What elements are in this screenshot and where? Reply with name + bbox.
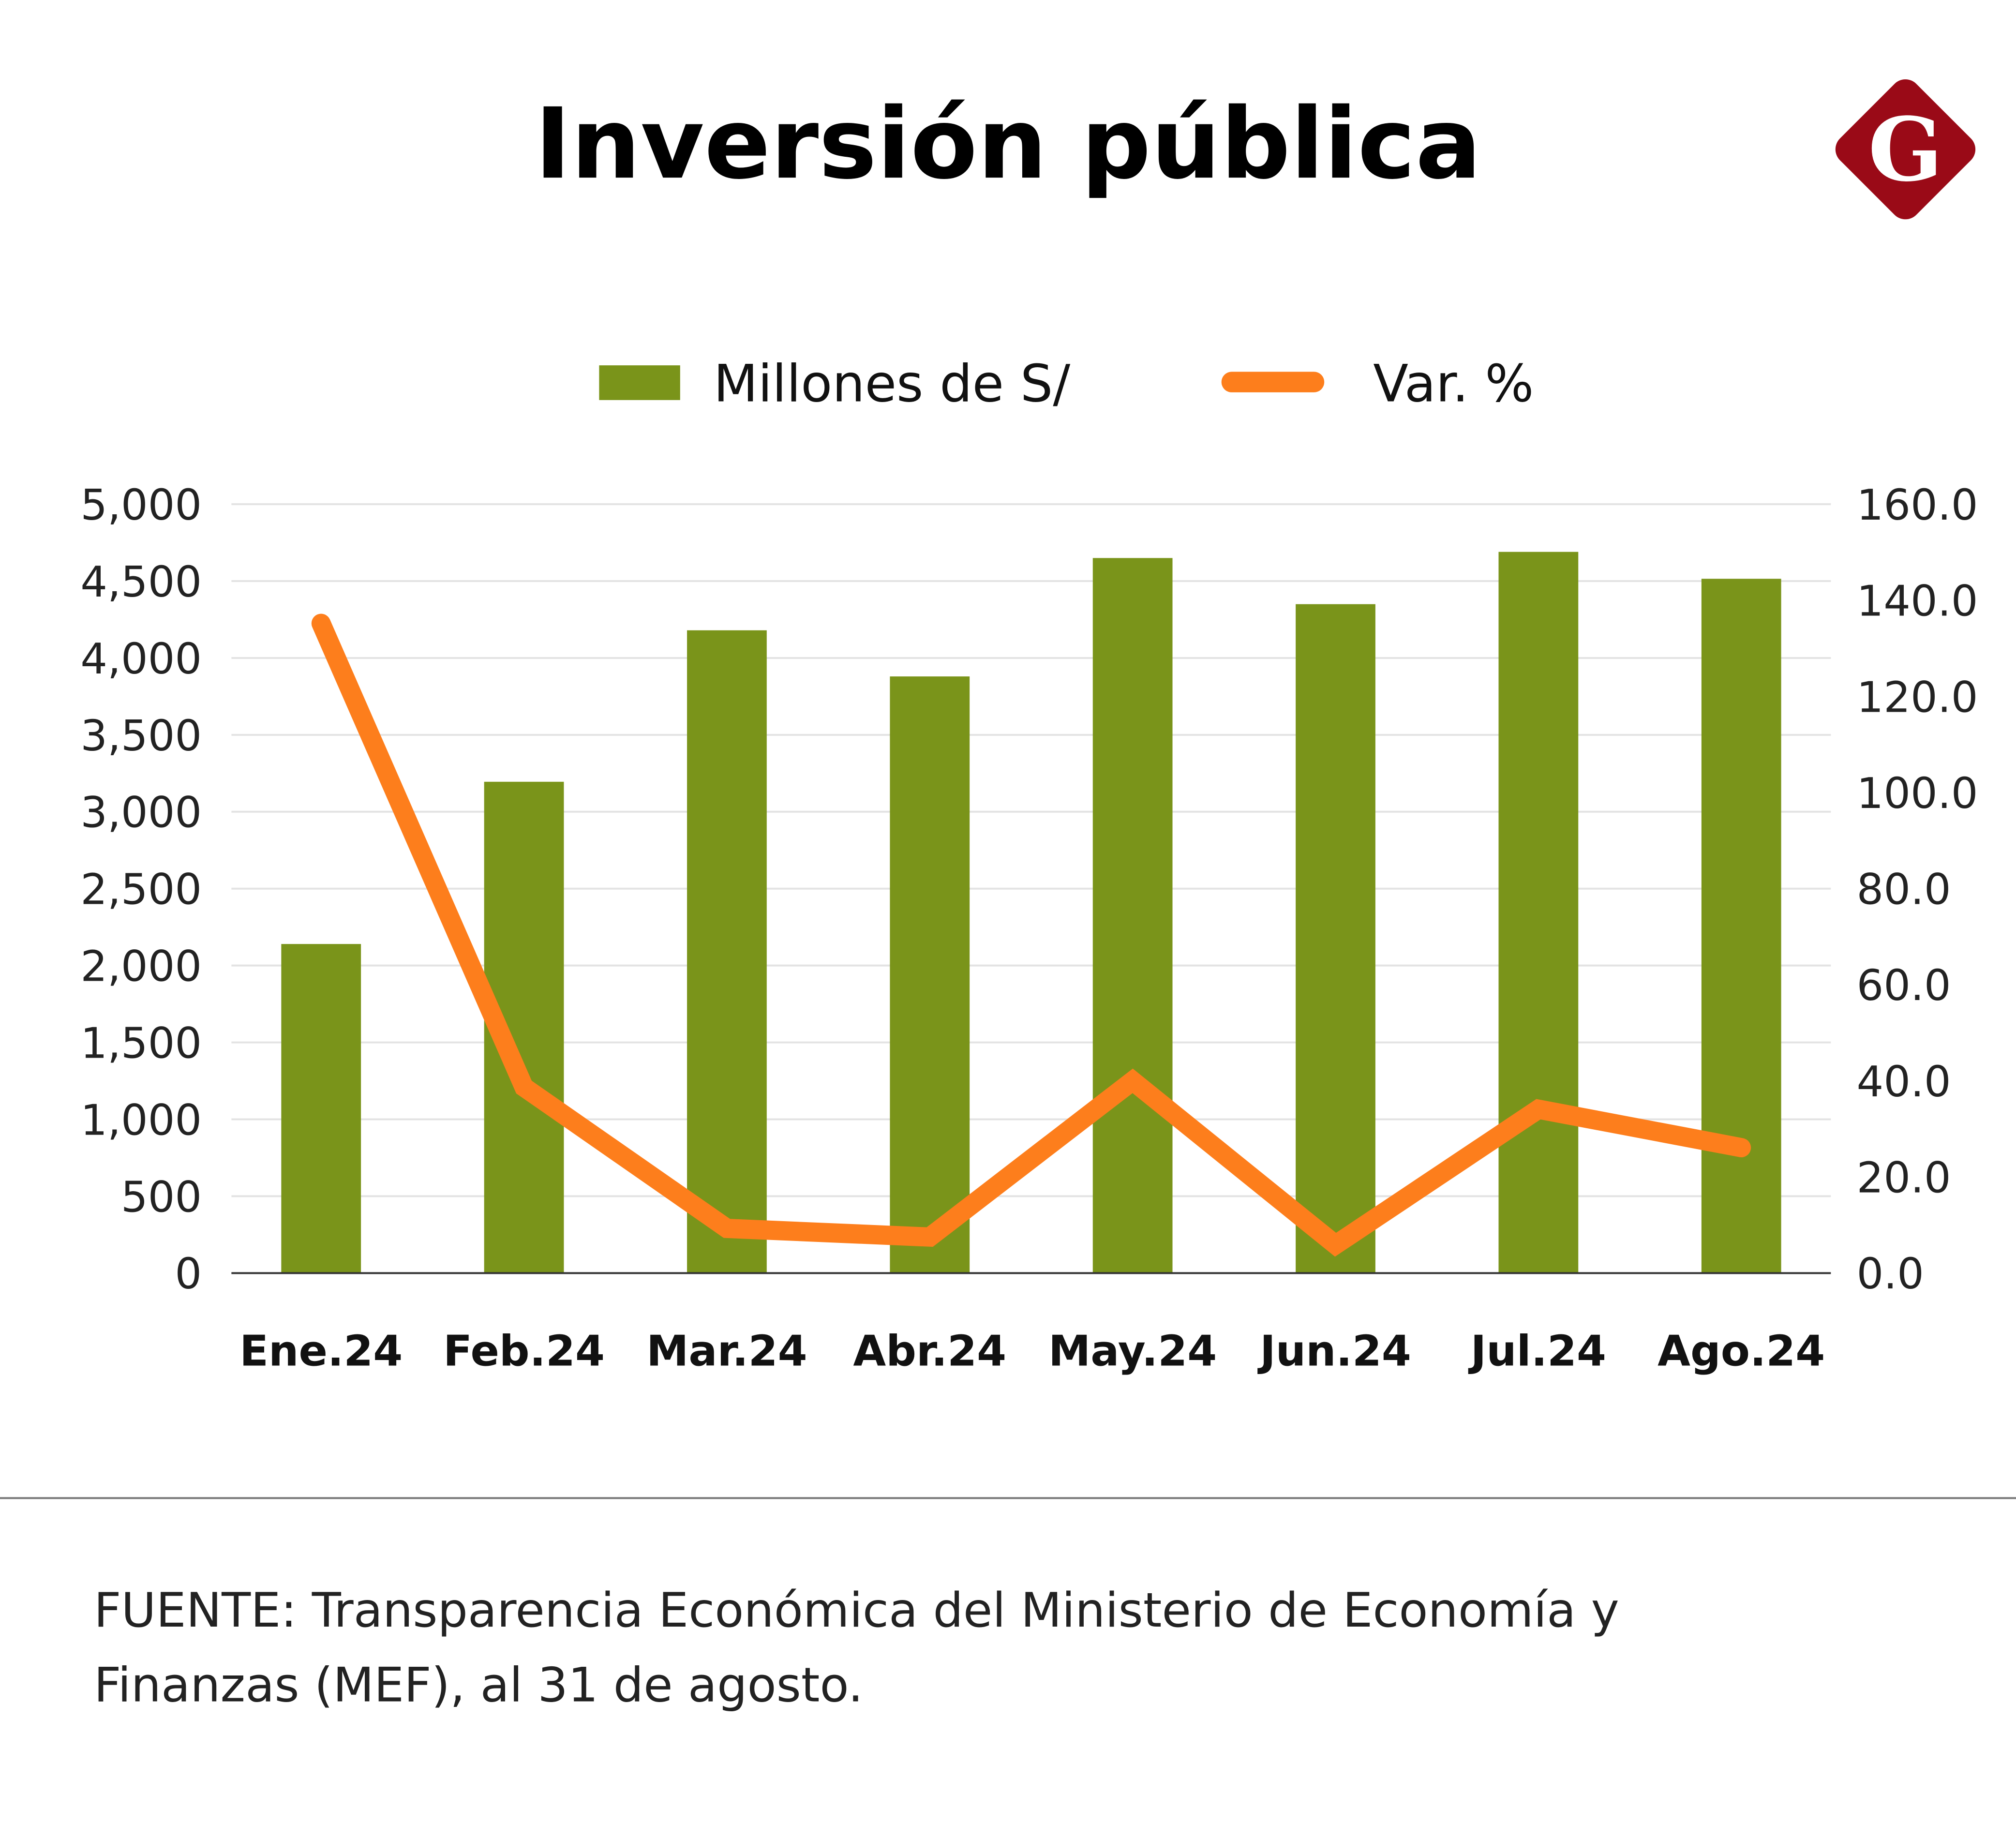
left-tick-label: 5,000 bbox=[80, 480, 202, 530]
left-tick-label: 1,000 bbox=[80, 1095, 202, 1145]
left-tick-label: 1,500 bbox=[80, 1018, 202, 1068]
logo-letter: G bbox=[1868, 98, 1942, 201]
x-tick-label: Ago.24 bbox=[1658, 1327, 1825, 1376]
x-tick-label: May.24 bbox=[1048, 1327, 1217, 1376]
left-tick-label: 0 bbox=[175, 1249, 202, 1299]
x-tick-label: Jun.24 bbox=[1257, 1327, 1411, 1376]
left-tick-label: 500 bbox=[121, 1172, 202, 1222]
source-line-2: Finanzas (MEF), al 31 de agosto. bbox=[94, 1658, 863, 1713]
bar-Mar.24 bbox=[687, 630, 767, 1273]
right-tick-label: 0.0 bbox=[1856, 1249, 1924, 1299]
right-tick-label: 120.0 bbox=[1856, 673, 1978, 722]
right-tick-label: 20.0 bbox=[1856, 1153, 1951, 1203]
right-tick-label: 140.0 bbox=[1856, 577, 1978, 626]
left-tick-label: 2,500 bbox=[80, 865, 202, 914]
x-tick-label: Ene.24 bbox=[239, 1327, 403, 1376]
bar-Ene.24 bbox=[281, 944, 361, 1273]
legend-line-label: Var. % bbox=[1373, 354, 1534, 414]
right-tick-label: 80.0 bbox=[1856, 865, 1951, 914]
x-tick-label: Feb.24 bbox=[443, 1327, 605, 1376]
source-line-1: FUENTE: Transparencia Económica del Mini… bbox=[94, 1583, 1619, 1638]
legend-bar-swatch bbox=[599, 365, 680, 400]
left-tick-label: 2,000 bbox=[80, 942, 202, 991]
x-tick-label: Abr.24 bbox=[853, 1327, 1006, 1376]
var-point-Jun.24 bbox=[1335, 1244, 1336, 1245]
var-line bbox=[311, 613, 1751, 1257]
x-tick-label: Mar.24 bbox=[646, 1327, 807, 1376]
left-tick-label: 4,000 bbox=[80, 634, 202, 684]
right-tick-label: 160.0 bbox=[1856, 480, 1978, 530]
bar-Jun.24 bbox=[1296, 604, 1375, 1273]
legend-bar-label: Millones de S/ bbox=[714, 354, 1070, 414]
legend: Millones de S/ Var. % bbox=[599, 354, 1534, 414]
chart-title: Inversión pública bbox=[535, 87, 1481, 201]
right-tick-label: 40.0 bbox=[1856, 1057, 1951, 1106]
bar-Ago.24 bbox=[1701, 579, 1781, 1273]
logo-diamond bbox=[1835, 79, 1976, 220]
bar-Abr.24 bbox=[890, 676, 970, 1273]
right-tick-label: 100.0 bbox=[1856, 769, 1978, 818]
right-tick-label: 60.0 bbox=[1856, 961, 1951, 1010]
left-tick-label: 4,500 bbox=[80, 557, 202, 607]
left-tick-label: 3,000 bbox=[80, 788, 202, 837]
x-tick-label: Jul.24 bbox=[1468, 1327, 1606, 1376]
bar-Jul.24 bbox=[1498, 552, 1579, 1273]
bar-May.24 bbox=[1092, 558, 1173, 1273]
logo: G bbox=[1835, 79, 1976, 220]
left-tick-label: 3,500 bbox=[80, 711, 202, 761]
